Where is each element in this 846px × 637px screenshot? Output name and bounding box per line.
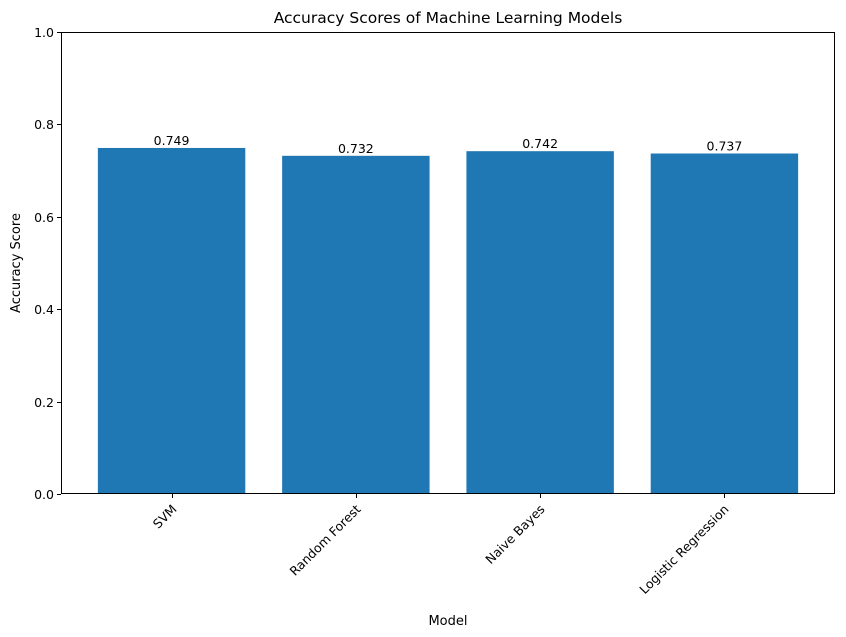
bar-value-label: 0.732 xyxy=(338,141,374,156)
bar-value-label: 0.749 xyxy=(154,133,190,148)
bar-random-forest xyxy=(282,155,430,495)
y-tick-label: 0.4 xyxy=(34,302,54,317)
bar-logistic-regression xyxy=(650,153,799,495)
x-axis: SVM Random Forest Naive Bayes Logistic Regr… xyxy=(150,494,732,597)
x-tick-label: Naive Bayes xyxy=(482,502,547,567)
y-tick-label: 0.2 xyxy=(34,395,54,410)
y-tick-label: 0.0 xyxy=(34,487,54,502)
x-tick-label: SVM xyxy=(150,502,180,532)
bar-value-label: 0.737 xyxy=(707,139,743,154)
x-tick-label: Logistic Regression xyxy=(636,502,731,597)
chart-title: Accuracy Scores of Machine Learning Mode… xyxy=(274,9,623,27)
plot-frame xyxy=(61,32,835,494)
y-axis: 0.0 0.2 0.4 0.6 0.8 1.0 xyxy=(34,25,61,502)
bar-svm xyxy=(97,147,246,494)
bar-value-label: 0.742 xyxy=(522,136,558,151)
bar-naive-bayes xyxy=(466,151,614,495)
x-tick-label: Random Forest xyxy=(286,501,363,578)
y-tick-label: 0.6 xyxy=(34,210,54,225)
x-axis-label: Model xyxy=(428,614,467,629)
y-tick-label: 0.8 xyxy=(34,117,54,132)
bars-group xyxy=(97,147,799,495)
y-tick-label: 1.0 xyxy=(34,25,54,40)
bar-value-labels: 0.749 0.732 0.742 0.737 xyxy=(154,133,743,156)
y-axis-label: Accuracy Score xyxy=(9,213,24,313)
